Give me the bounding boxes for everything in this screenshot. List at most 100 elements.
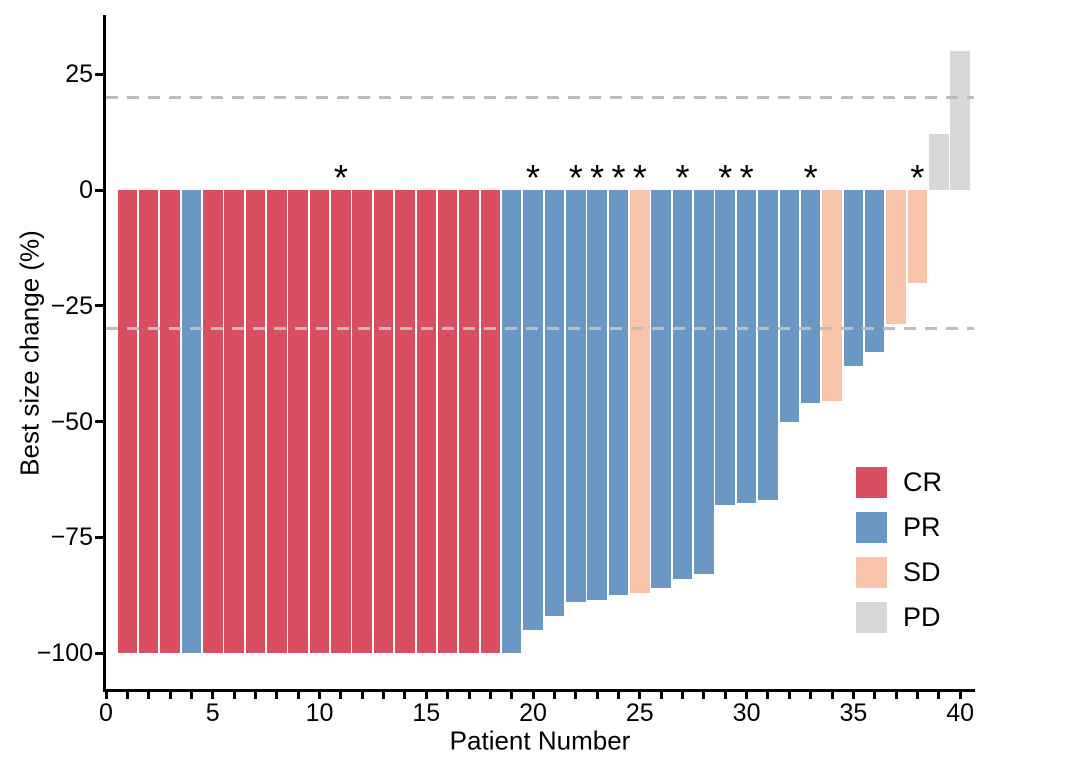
bar-patient-22: [566, 190, 586, 603]
bar-patient-4: [181, 190, 202, 654]
bar-patient-24: [608, 190, 629, 596]
x-tick-39: [937, 692, 941, 699]
x-tick-7: [253, 692, 257, 699]
x-axis-line: [103, 689, 975, 692]
x-tick-31: [766, 692, 770, 699]
x-tick-40: [958, 692, 962, 699]
asterisk-annotation-patient-29: *: [718, 157, 733, 199]
x-tick-25: [638, 692, 642, 699]
bar-patient-11: [331, 190, 351, 654]
bar-patient-36: [864, 190, 885, 353]
bar-patient-39: [929, 134, 949, 190]
x-tick-28: [702, 692, 706, 699]
y-tick-label-−100: −100: [36, 639, 93, 668]
x-tick-22: [574, 692, 578, 699]
bar-patient-16: [437, 190, 458, 654]
bar-patient-19: [501, 190, 522, 654]
x-tick-20: [531, 692, 535, 699]
bar-patient-23: [587, 190, 607, 600]
bar-patient-35: [843, 190, 864, 366]
plot-panel: * * * * * * * * * * *: [106, 15, 974, 691]
legend-label-pr: PR: [903, 512, 941, 542]
bar-patient-27: [672, 190, 693, 579]
legend-item-sd: SD: [856, 557, 942, 588]
x-tick-label-35: 35: [839, 699, 868, 727]
bar-patient-10: [309, 190, 330, 654]
x-tick-33: [809, 692, 813, 699]
reference-line-upper: [106, 95, 974, 99]
x-tick-18: [488, 692, 492, 699]
x-tick-27: [681, 692, 685, 699]
x-tick-37: [894, 692, 898, 699]
y-tick-0: [95, 188, 103, 192]
y-tick-label-−50: −50: [50, 407, 93, 436]
bar-patient-29: [715, 190, 735, 505]
y-tick-label-25: 25: [65, 60, 93, 89]
legend-swatch-pd: [856, 602, 887, 633]
x-tick-15: [424, 692, 428, 699]
x-tick-16: [446, 692, 450, 699]
y-tick-25: [95, 72, 103, 76]
bar-patient-8: [267, 190, 287, 654]
x-tick-24: [616, 692, 620, 699]
x-tick-19: [510, 692, 514, 699]
x-tick-32: [787, 692, 791, 699]
asterisk-annotation-patient-30: *: [739, 157, 754, 199]
bar-patient-6: [224, 190, 244, 654]
asterisk-annotation-patient-38: *: [910, 157, 925, 199]
x-tick-30: [745, 692, 749, 699]
bar-patient-31: [758, 190, 778, 501]
x-tick-label-10: 10: [305, 699, 334, 727]
bar-patient-40: [950, 51, 970, 190]
x-tick-1: [125, 692, 129, 699]
y-tick-label-−25: −25: [50, 291, 93, 320]
x-tick-label-20: 20: [519, 699, 547, 727]
asterisk-annotation-patient-24: *: [611, 157, 626, 199]
x-tick-label-15: 15: [412, 699, 441, 727]
x-tick-label-30: 30: [732, 699, 761, 727]
y-tick-label-−75: −75: [50, 523, 93, 552]
bar-patient-32: [779, 190, 800, 422]
bar-patient-38: [907, 190, 928, 283]
y-tick-−100: [95, 651, 103, 655]
x-axis-title: Patient Number: [449, 725, 631, 756]
bar-patient-25: [630, 190, 650, 593]
asterisk-annotation-patient-25: *: [632, 157, 647, 199]
asterisk-annotation-patient-27: *: [675, 157, 690, 199]
bar-patient-20: [523, 190, 543, 630]
legend-swatch-cr: [856, 467, 887, 498]
bar-patient-7: [245, 190, 266, 654]
x-tick-17: [467, 692, 471, 699]
asterisk-annotation-patient-20: *: [526, 157, 541, 199]
bar-patient-30: [736, 190, 757, 503]
x-tick-38: [915, 692, 919, 699]
legend-swatch-pr: [856, 512, 887, 543]
y-tick-−25: [95, 304, 103, 308]
x-tick-5: [211, 692, 215, 699]
x-tick-0: [104, 692, 108, 699]
legend-label-sd: SD: [903, 557, 941, 587]
legend-swatch-sd: [856, 557, 887, 588]
y-tick-label-0: 0: [79, 176, 93, 205]
x-tick-label-5: 5: [205, 699, 220, 727]
x-tick-26: [659, 692, 663, 699]
y-axis-title: Best size change (%): [14, 230, 45, 476]
bar-patient-18: [480, 190, 501, 654]
bar-patient-37: [886, 190, 906, 325]
y-tick-−75: [95, 535, 103, 539]
legend-item-pr: PR: [856, 512, 942, 543]
y-axis-line: [103, 15, 106, 692]
x-tick-21: [552, 692, 556, 699]
bar-patient-17: [459, 190, 479, 654]
bar-patient-9: [288, 190, 308, 654]
x-tick-14: [403, 692, 407, 699]
x-tick-23: [595, 692, 599, 699]
bar-patient-1: [117, 190, 138, 654]
x-tick-11: [339, 692, 343, 699]
legend-label-pd: PD: [903, 602, 941, 632]
legend-item-cr: CR: [856, 467, 942, 498]
legend: CR PR SD PD: [856, 467, 942, 647]
x-tick-2: [147, 692, 151, 699]
x-tick-13: [382, 692, 386, 699]
